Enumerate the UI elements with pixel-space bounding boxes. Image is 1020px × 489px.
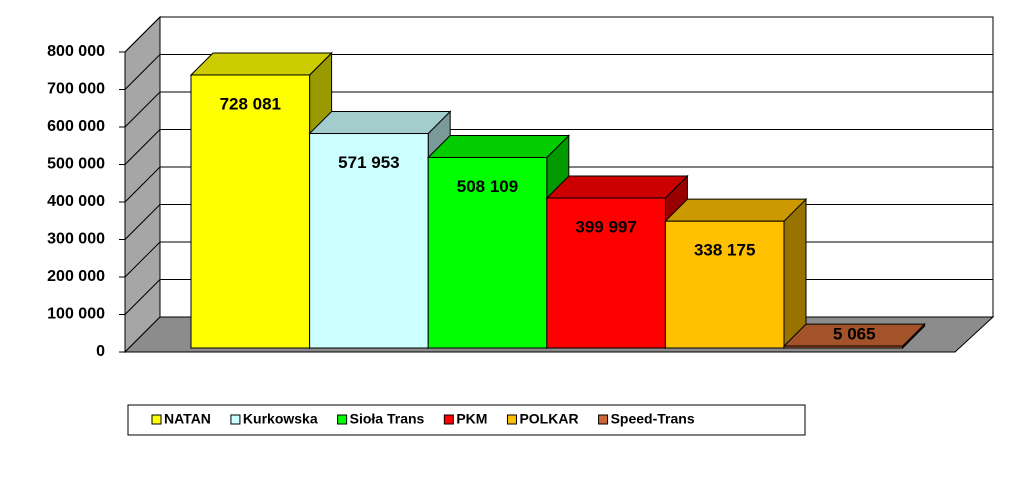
legend-label: Kurkowska: [243, 411, 318, 427]
legend-swatch: [230, 414, 241, 425]
bar: [546, 197, 666, 349]
grid-line: [124, 166, 993, 203]
bar-top: [664, 198, 808, 222]
y-tick-label: 800 000: [47, 43, 105, 60]
bar-top: [189, 52, 333, 76]
y-tick-label: 300 000: [47, 231, 105, 248]
grid-line: [124, 16, 993, 53]
bar: [664, 220, 785, 349]
grid-line: [124, 91, 993, 128]
bar-side: [783, 197, 807, 350]
value-label: 728 081: [220, 94, 281, 113]
legend-label: PKM: [456, 411, 487, 427]
bar-top: [308, 111, 452, 135]
legend-label: Speed-Trans: [611, 411, 695, 427]
bars: 728 081 571 953 508 109 399 997 338 175 5 065: [189, 51, 926, 350]
bar: [783, 345, 904, 349]
legend-swatch: [443, 414, 454, 425]
grid-line: [124, 54, 993, 90]
grid-line: [124, 129, 993, 165]
bar-top: [545, 175, 689, 199]
y-tick-label: 500 000: [47, 156, 105, 173]
y-tick-label: 400 000: [47, 193, 105, 210]
grid: 0 100 000 200 000 300 000 400 000 500 000 600 …: [47, 16, 993, 360]
y-tick-label: 200 000: [47, 268, 105, 285]
legend-items: NATAN Kurkowska Sioła Trans PKM POLKAR Speed-…: [151, 411, 695, 427]
legend-swatch: [598, 414, 609, 425]
legend: [127, 404, 806, 436]
value-label: 571 953: [338, 153, 399, 172]
value-label: 508 109: [457, 177, 518, 196]
value-label: 338 175: [694, 241, 755, 260]
legend-swatch: [151, 414, 162, 425]
legend-label: POLKAR: [519, 411, 578, 427]
y-tick-label: 600 000: [47, 118, 105, 135]
value-label: 5 065: [833, 325, 876, 344]
bar-top: [426, 134, 571, 158]
y-tick-label: 700 000: [47, 81, 105, 98]
legend-swatch: [337, 414, 348, 425]
y-tick-label: 100 000: [47, 306, 105, 323]
legend-swatch: [506, 414, 517, 425]
legend-label: NATAN: [164, 411, 211, 427]
value-label: 399 997: [575, 217, 636, 236]
legend-label: Sioła Trans: [350, 411, 425, 427]
bar: [190, 74, 311, 349]
y-tick-label: 0: [96, 343, 105, 360]
bar: [309, 133, 429, 349]
